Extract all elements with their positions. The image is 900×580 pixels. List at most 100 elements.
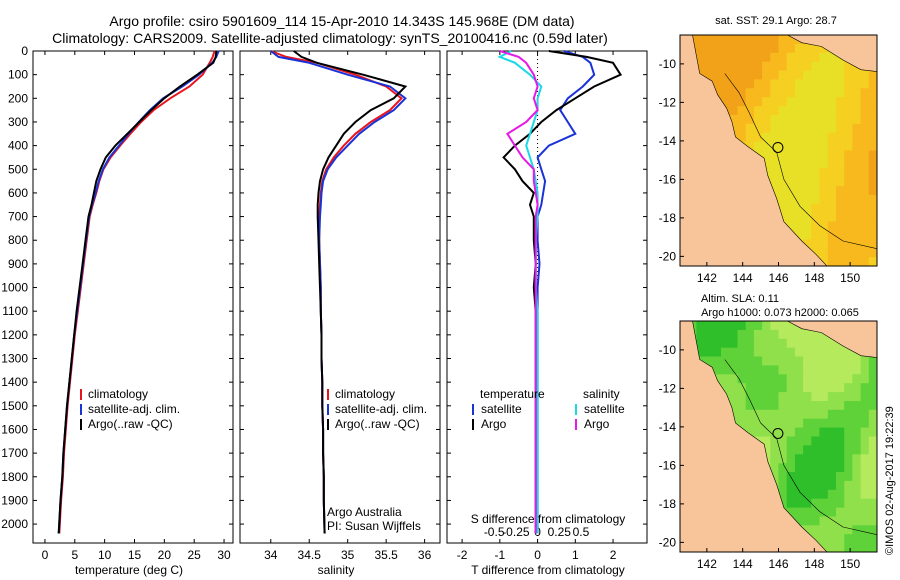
- sst-map: 142 144 146 148 150 -10 -12 -14 -16 -18 -20: [659, 34, 878, 285]
- depth-tick-label: 500: [8, 162, 28, 176]
- map-y-tick-label: -10: [659, 57, 677, 71]
- map-x-tick-label: 150: [840, 271, 860, 285]
- s-tick-label: 0.25: [548, 525, 572, 539]
- x-tick-label: 15: [128, 548, 142, 562]
- map-y-tick-label: -20: [659, 535, 677, 549]
- sla-map: 142 144 146 148 150 -10 -12 -14 -16 -18 -20: [659, 320, 878, 571]
- imos-stamp: ©IMOS 02-Aug-2017 19:22:39: [884, 406, 896, 555]
- depth-tick-label: 1000: [1, 281, 28, 295]
- map-y-tick-label: -10: [659, 343, 677, 357]
- map-content: [680, 35, 877, 266]
- depth-tick-label: 600: [8, 186, 28, 200]
- map-y-tick-label: -16: [659, 172, 677, 186]
- legend-header-salinity: salinity: [583, 387, 620, 401]
- depth-tick-label: 1300: [1, 352, 28, 366]
- x-tick-label: 20: [158, 548, 172, 562]
- depth-tick-label: 100: [8, 68, 28, 82]
- depth-tick-label: 400: [8, 139, 28, 153]
- x-tick-label: 35.5: [374, 548, 398, 562]
- diff-s-xlabel: S difference from climatology: [471, 512, 626, 526]
- s-tick-label: -0.25: [502, 525, 530, 539]
- map-x-tick-label: 142: [697, 271, 717, 285]
- map-y-tick-label: -20: [659, 249, 677, 263]
- map-y-tick-label: -12: [659, 381, 677, 395]
- map-x-tick-label: 144: [733, 271, 753, 285]
- s-tick-label: -0.5: [484, 525, 505, 539]
- x-tick-label: 0: [42, 548, 49, 562]
- argo-position-marker: [772, 141, 784, 153]
- legend-label: Argo: [481, 417, 507, 431]
- x-tick-label: -2: [457, 548, 468, 562]
- salinity-panel: 34 34.5 35 35.5 36 climatologysatellite-adj. …: [239, 50, 441, 562]
- map-x-tick-label: 150: [840, 557, 860, 571]
- map-y-tick-label: -16: [659, 458, 677, 472]
- argo-position-marker: [772, 427, 784, 439]
- land-mass: [787, 321, 877, 358]
- land-mass: [680, 35, 828, 266]
- depth-tick-label: 700: [8, 210, 28, 224]
- figure-title-line2: Climatology: CARS2009. Satellite-adjuste…: [52, 30, 608, 46]
- depth-tick-label: 900: [8, 257, 28, 271]
- diff-t-xlabel: T difference from climatology: [471, 563, 625, 577]
- salinity-xlabel: salinity: [318, 563, 355, 577]
- map-x-tick-label: 146: [768, 557, 788, 571]
- depth-tick-label: 2000: [1, 517, 28, 531]
- plot-frame: [32, 50, 234, 544]
- x-tick-label: -1: [494, 548, 505, 562]
- pi-note: PI: Susan Wijffels: [327, 519, 421, 533]
- x-tick-label: 30: [217, 548, 231, 562]
- map-x-tick-label: 148: [804, 557, 824, 571]
- x-tick-label: 36: [418, 548, 432, 562]
- plot-frame: [446, 50, 648, 544]
- legend-label: Argo: [584, 417, 610, 431]
- depth-tick-label: 800: [8, 233, 28, 247]
- map-y-tick-label: -14: [659, 134, 677, 148]
- depth-tick-label: 1700: [1, 446, 28, 460]
- map-y-tick-label: -18: [659, 211, 677, 225]
- depth-tick-label: 0: [21, 44, 28, 58]
- depth-contour: [724, 73, 877, 249]
- x-tick-label: 34: [264, 548, 278, 562]
- depth-tick-label: 1800: [1, 470, 28, 484]
- x-tick-label: 5: [71, 548, 78, 562]
- map-x-tick-label: 142: [697, 557, 717, 571]
- x-tick-label: 0: [534, 548, 541, 562]
- map-x-tick-label: 146: [768, 271, 788, 285]
- x-tick-label: 25: [188, 548, 202, 562]
- legend-header-temperature: temperature: [480, 387, 545, 401]
- sst-map-title: sat. SST: 29.1 Argo: 28.7: [715, 15, 837, 27]
- series-line-argo: [293, 50, 408, 534]
- sla-map-title-line1: Altim. SLA: 0.11: [701, 293, 779, 305]
- series-line-s-argo: [499, 50, 539, 534]
- depth-tick-label: 300: [8, 115, 28, 129]
- depth-contour: [724, 359, 877, 535]
- legend-label: satellite-adj. clim.: [88, 402, 180, 416]
- institution-note: Argo Australia: [327, 505, 402, 519]
- legend-label: satellite: [584, 402, 625, 416]
- depth-tick-label: 1400: [1, 375, 28, 389]
- series-line-argo: [57, 50, 218, 534]
- land-mass: [680, 321, 828, 552]
- map-x-tick-label: 148: [804, 271, 824, 285]
- depth-tick-label: 1500: [1, 399, 28, 413]
- depth-tick-label: 1600: [1, 422, 28, 436]
- temperature-panel: 0100200300400500600700800900100011001200…: [1, 44, 234, 562]
- legend-label: Argo(..raw -QC): [335, 417, 420, 431]
- x-tick-label: 1: [572, 548, 579, 562]
- map-x-tick-label: 144: [733, 557, 753, 571]
- legend-label: satellite-adj. clim.: [335, 402, 427, 416]
- plot-frame: [239, 50, 441, 544]
- map-y-tick-label: -14: [659, 420, 677, 434]
- legend-label: satellite: [481, 402, 522, 416]
- depth-tick-label: 1900: [1, 493, 28, 507]
- depth-tick-label: 1200: [1, 328, 28, 342]
- legend-label: Argo(..raw -QC): [88, 417, 173, 431]
- x-tick-label: 35: [341, 548, 355, 562]
- figure-title-line1: Argo profile: csiro 5901609_114 15-Apr-2…: [109, 13, 574, 29]
- s-tick-label: 0.5: [573, 525, 590, 539]
- depth-tick-label: 1100: [2, 304, 28, 318]
- x-tick-label: 2: [610, 548, 617, 562]
- x-tick-label: 34.5: [298, 548, 322, 562]
- land-mass: [787, 35, 877, 72]
